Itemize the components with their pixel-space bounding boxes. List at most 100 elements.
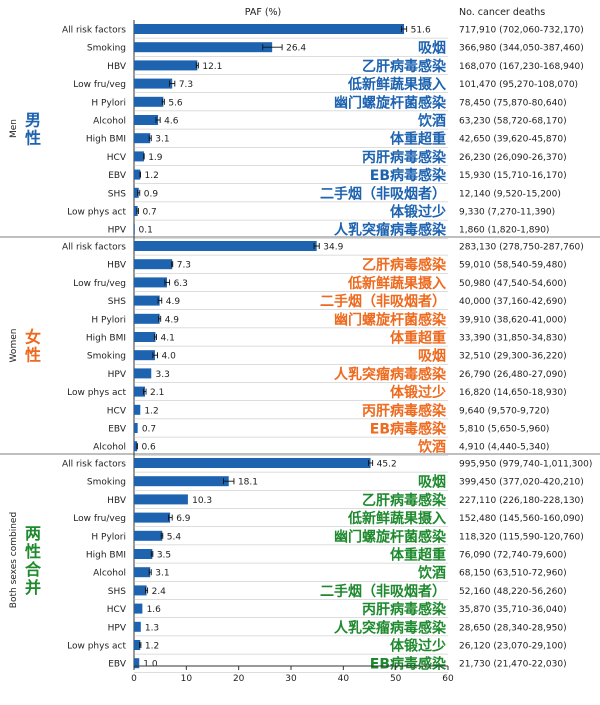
panel-chinese-label-char: 性: [25, 346, 41, 365]
deaths-value: 78,450 (75,870-80,640): [459, 98, 567, 108]
x-tick-label: 20: [233, 674, 245, 684]
bar: [134, 295, 160, 306]
deaths-value: 101,470 (95,270-108,070): [459, 80, 578, 90]
category-label: HBV: [107, 496, 127, 506]
bar: [134, 224, 135, 235]
deaths-value: 227,110 (226,180-228,130): [459, 496, 584, 506]
x-axis-title: PAF (%): [245, 7, 282, 18]
bar: [134, 187, 139, 198]
category-label: Smoking: [87, 478, 126, 488]
category-chinese-label: 丙肝病毒感染: [362, 149, 447, 166]
category-label: Low fru/veg: [73, 279, 126, 289]
category-label: H Pylori: [91, 532, 126, 542]
category-label: Smoking: [87, 352, 126, 362]
category-chinese-label: 二手烟（非吸烟者）: [320, 293, 446, 310]
deaths-value: 42,650 (39,620-45,870): [459, 135, 567, 145]
category-label: HPV: [108, 226, 127, 236]
panel-chinese-label-char: 性: [25, 542, 41, 561]
value-label: 10.3: [192, 496, 212, 506]
bar: [134, 78, 173, 89]
x-tick-label: 10: [181, 674, 193, 684]
panel-label: Both sexes combined: [9, 512, 19, 608]
category-chinese-label: 低新鲜蔬果摄入: [347, 275, 446, 292]
bar: [134, 277, 167, 288]
bar: [134, 151, 144, 162]
category-label: High BMI: [86, 135, 126, 145]
category-label: SHS: [108, 587, 126, 597]
category-chinese-label: 幽门螺旋杆菌感染: [334, 311, 447, 328]
category-chinese-label: 体锻过少: [390, 204, 446, 221]
value-label: 6.3: [174, 279, 188, 289]
bar: [134, 423, 138, 433]
deaths-value: 168,070 (167,230-168,940): [459, 62, 584, 72]
category-chinese-label: EB病毒感染: [370, 421, 447, 438]
category-chinese-label: 人乳突瘤病毒感染: [334, 366, 447, 383]
bar: [134, 332, 156, 342]
bar: [134, 404, 141, 415]
deaths-value: 5,810 (5,650-5,960): [459, 425, 549, 435]
deaths-value: 32,510 (29,300-36,220): [459, 352, 567, 362]
value-label: 4.0: [162, 352, 177, 362]
value-label: 1.6: [147, 605, 162, 615]
category-label: Low phys act: [67, 642, 126, 652]
category-chinese-label: 体锻过少: [390, 638, 446, 655]
bar: [134, 585, 147, 596]
category-chinese-label: 乙肝病毒感染: [362, 492, 447, 509]
deaths-value: 717,910 (702,060-732,170): [459, 26, 584, 36]
deaths-value: 4,910 (4,440-5,340): [459, 443, 549, 453]
value-label: 7.3: [179, 80, 193, 90]
x-tick-label: 60: [442, 674, 454, 684]
category-label: SHS: [108, 189, 126, 199]
bar: [134, 350, 155, 361]
bar: [134, 24, 405, 34]
value-label: 0.7: [142, 208, 156, 218]
category-label: SHS: [108, 297, 126, 307]
value-label: 0.1: [139, 226, 153, 236]
value-label: 1.3: [145, 623, 159, 633]
bar: [134, 133, 151, 144]
deaths-value: 40,000 (37,160-42,690): [459, 297, 567, 307]
category-label: High BMI: [86, 334, 126, 344]
category-chinese-label: 饮酒: [417, 113, 446, 130]
deaths-value: 33,390 (31,850-34,830): [459, 334, 567, 344]
value-label: 0.7: [142, 425, 156, 435]
panel-label: Women: [9, 329, 19, 363]
category-label: HBV: [107, 62, 127, 72]
value-label: 1.2: [144, 406, 158, 416]
category-chinese-label: 丙肝病毒感染: [362, 601, 447, 618]
deaths-value: 63,230 (58,720-68,170): [459, 117, 567, 127]
value-label: 5.4: [167, 532, 182, 542]
deaths-column-header: No. cancer deaths: [459, 7, 545, 18]
value-label: 6.9: [176, 514, 191, 524]
x-tick-label: 0: [131, 674, 137, 684]
bar: [134, 441, 138, 452]
category-chinese-label: 幽门螺旋杆菌感染: [334, 94, 447, 111]
bar: [134, 96, 164, 107]
value-label: 0.6: [141, 443, 156, 453]
plot-area: Men 男性 All risk factors 51.6 717,910 (702,06…: [0, 20, 600, 684]
deaths-value: 366,980 (344,050-387,460): [459, 44, 584, 54]
category-label: All risk factors: [62, 26, 126, 36]
value-label: 4.1: [161, 334, 175, 344]
category-chinese-label: EB病毒感染: [370, 167, 447, 184]
value-label: 1.2: [145, 642, 159, 652]
category-label: EBV: [108, 171, 127, 181]
bar: [134, 476, 229, 487]
bar: [134, 368, 152, 379]
category-chinese-label: 乙肝病毒感染: [362, 58, 447, 75]
category-label: HCV: [107, 406, 127, 416]
bar: [134, 206, 138, 216]
deaths-value: 16,820 (14,650-18,930): [459, 388, 567, 398]
panel-chinese-label-char: 性: [25, 129, 41, 148]
category-label: Alcohol: [93, 569, 126, 579]
value-label: 34.9: [323, 243, 343, 253]
category-label: All risk factors: [62, 243, 126, 253]
category-label: All risk factors: [62, 460, 126, 470]
panel-chinese-label-char: 男: [25, 111, 41, 130]
category-chinese-label: 人乳突瘤病毒感染: [334, 619, 447, 636]
category-chinese-label: 幽门螺旋杆菌感染: [334, 528, 447, 545]
bar: [134, 567, 151, 578]
category-chinese-label: 饮酒: [417, 565, 446, 582]
deaths-value: 35,870 (35,710-36,040): [459, 605, 567, 615]
